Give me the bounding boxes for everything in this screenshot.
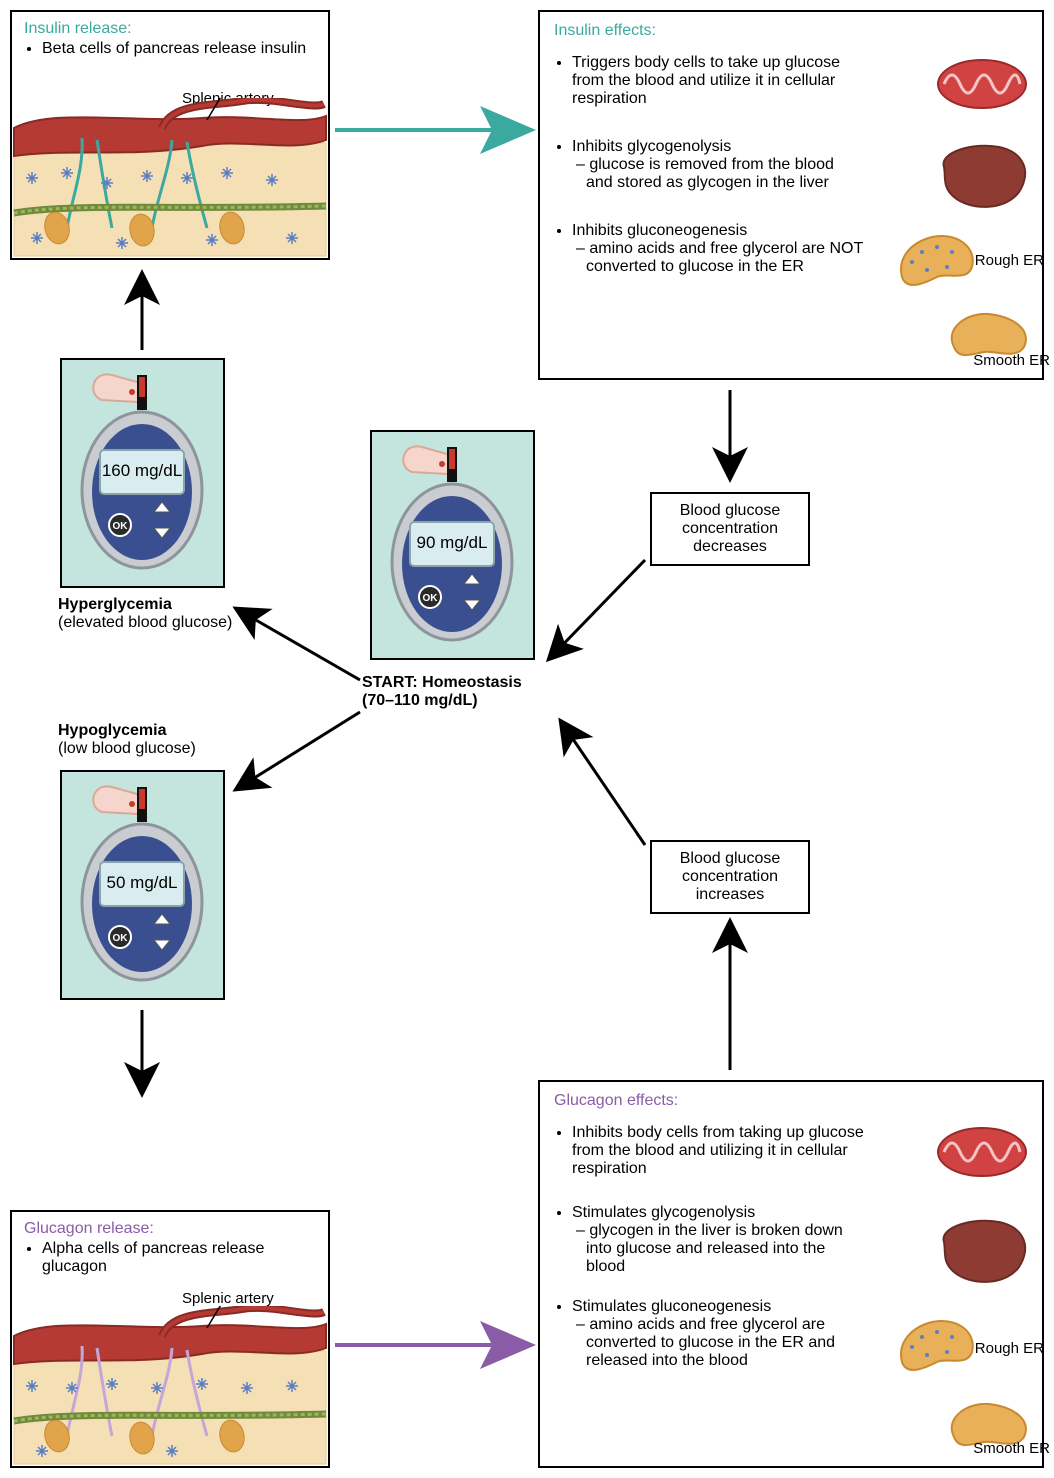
smooth-er-label-2: Smooth ER xyxy=(973,1440,1050,1457)
rough-er-label-2: Rough ER xyxy=(975,1340,1044,1357)
liver-icon xyxy=(934,1217,1034,1287)
rough-er-icon xyxy=(892,1307,987,1377)
insulin-release-bullet: Beta cells of pancreas release insulin xyxy=(42,40,318,58)
insulin-effect-1: Triggers body cells to take up glucose f… xyxy=(572,54,864,108)
glucagon-release-title: Glucagon release: xyxy=(24,1220,318,1238)
glucagon-release-bullet: Alpha cells of pancreas release glucagon xyxy=(42,1240,318,1276)
glucometer-hyper xyxy=(60,358,225,588)
pancreas-tissue-illustration-insulin xyxy=(12,98,328,258)
insulin-effects-title: Insulin effects: xyxy=(554,22,1028,40)
liver-icon xyxy=(934,142,1034,212)
glucagon-effects-title: Glucagon effects: xyxy=(554,1092,1028,1110)
glucometer-normal xyxy=(370,430,535,660)
bg-increase-box: Blood glucose concentration increases xyxy=(650,840,810,914)
insulin-effect-3: Inhibits gluconeogenesis – amino acids a… xyxy=(572,222,864,276)
glucagon-effect-3: Stimulates gluconeogenesis – amino acids… xyxy=(572,1298,864,1370)
bg-decrease-box: Blood glucose concentration decreases xyxy=(650,492,810,566)
splenic-artery-label-bottom: Splenic artery xyxy=(182,1290,274,1307)
glucagon-effect-2: Stimulates glycogenolysis – glycogen in … xyxy=(572,1204,864,1276)
rough-er-label: Rough ER xyxy=(975,252,1044,269)
mitochondrion-icon xyxy=(932,54,1032,114)
glucagon-release-panel: Glucagon release: Alpha cells of pancrea… xyxy=(10,1210,330,1468)
insulin-effects-panel: Insulin effects: Triggers body cells to … xyxy=(538,10,1044,380)
smooth-er-label: Smooth ER xyxy=(973,352,1050,369)
start-homeostasis-label: START: Homeostasis (70–110 mg/dL) xyxy=(362,674,522,710)
mitochondrion-icon xyxy=(932,1122,1032,1182)
insulin-effect-2: Inhibits glycogenolysis – glucose is rem… xyxy=(572,138,864,192)
hyperglycemia-label: Hyperglycemia (elevated blood glucose) xyxy=(58,596,232,632)
insulin-release-title: Insulin release: xyxy=(24,20,318,38)
glucagon-effect-1: Inhibits body cells from taking up gluco… xyxy=(572,1124,864,1178)
glucagon-effects-panel: Glucagon effects: Inhibits body cells fr… xyxy=(538,1080,1044,1468)
hypoglycemia-label: Hypoglycemia (low blood glucose) xyxy=(58,722,196,758)
insulin-release-panel: Insulin release: Beta cells of pancreas … xyxy=(10,10,330,260)
rough-er-icon xyxy=(892,222,987,292)
glucometer-hypo xyxy=(60,770,225,1000)
pancreas-tissue-illustration-glucagon xyxy=(12,1306,328,1466)
